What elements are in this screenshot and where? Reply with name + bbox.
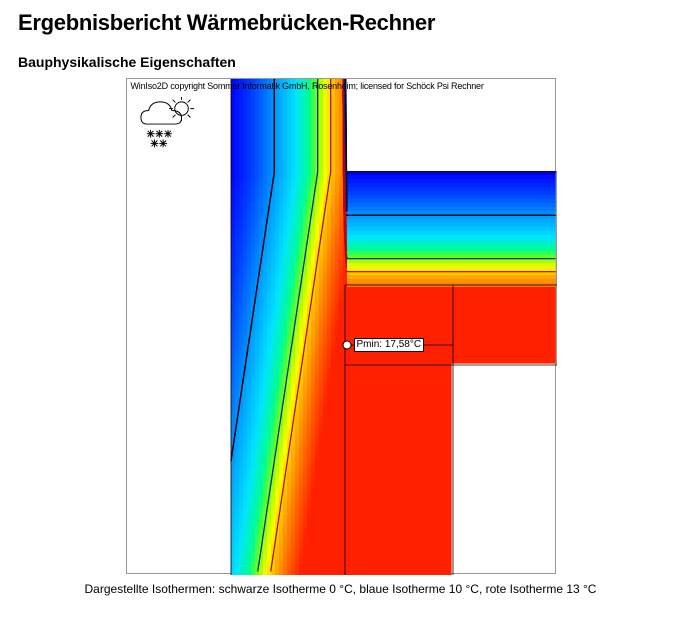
pmin-marker-label: Pmin: 17,58°C (354, 338, 425, 352)
page-title: Ergebnisbericht Wärmebrücken-Rechner (18, 10, 663, 36)
pmin-marker-dot (342, 341, 351, 350)
cold-outdoor-icon (139, 97, 197, 155)
section-title: Bauphysikalische Eigenschaften (18, 54, 663, 70)
copyright-text: WinIso2D copyright Sommer Informatik Gmb… (131, 81, 484, 91)
thermal-figure-frame: WinIso2D copyright Sommer Informatik Gmb… (126, 78, 556, 574)
figure-container: WinIso2D copyright Sommer Informatik Gmb… (18, 78, 663, 574)
figure-caption: Dargestellte Isothermen: schwarze Isothe… (18, 582, 663, 596)
